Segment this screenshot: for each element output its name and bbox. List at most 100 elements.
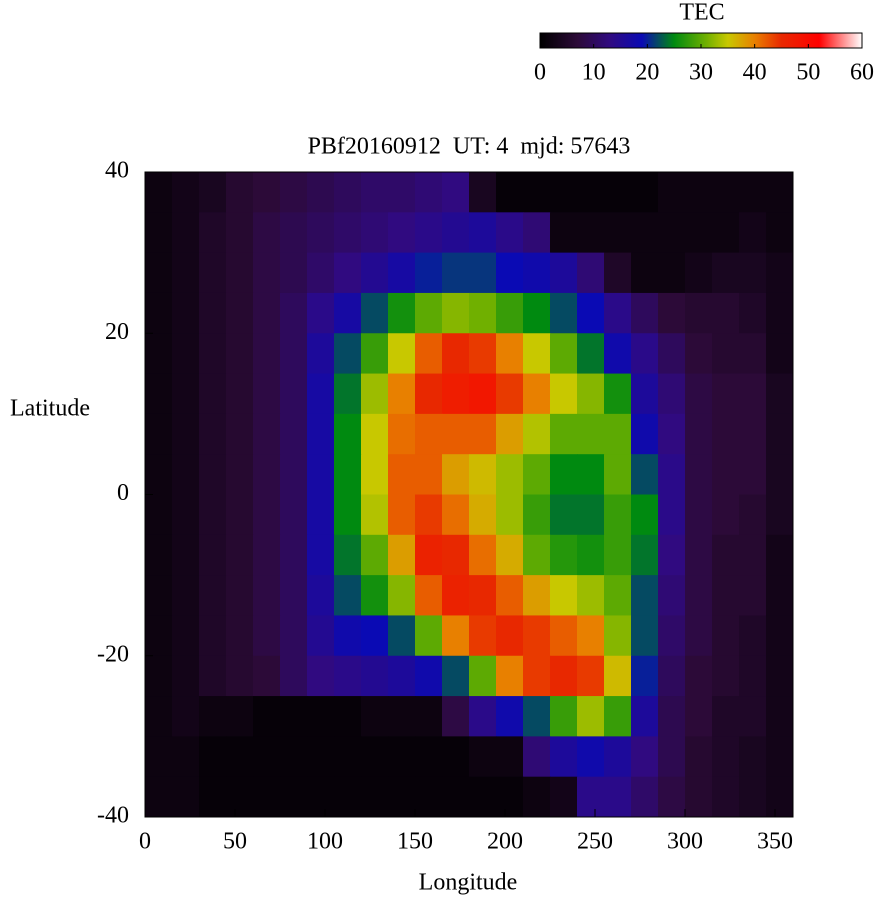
heatmap-cell bbox=[523, 212, 551, 254]
heatmap-cell bbox=[172, 333, 200, 375]
heatmap-cell bbox=[685, 575, 713, 616]
heatmap-cell bbox=[415, 212, 443, 254]
x-tick-label: 100 bbox=[307, 829, 343, 855]
heatmap-cell bbox=[685, 736, 713, 778]
heatmap-cell bbox=[307, 776, 335, 818]
colorbar-tick-label: 40 bbox=[743, 60, 767, 86]
heatmap-cell bbox=[442, 655, 470, 697]
heatmap-cell bbox=[280, 655, 308, 697]
heatmap-cell bbox=[712, 413, 740, 455]
heatmap-cell bbox=[442, 454, 470, 495]
heatmap-cell bbox=[577, 615, 605, 657]
heatmap-cell bbox=[685, 252, 713, 294]
heatmap-cell bbox=[145, 252, 173, 294]
heatmap-cell bbox=[550, 494, 578, 536]
heatmap-cell bbox=[496, 494, 524, 536]
heatmap-cell bbox=[172, 212, 200, 254]
y-tick-label: -40 bbox=[97, 803, 129, 829]
heatmap-cell bbox=[550, 696, 578, 737]
heatmap-cell bbox=[658, 413, 686, 455]
heatmap-cell bbox=[442, 615, 470, 657]
heatmap-cell bbox=[496, 696, 524, 737]
heatmap-cell bbox=[766, 252, 794, 294]
heatmap-cell bbox=[469, 696, 497, 737]
heatmap-cell bbox=[523, 172, 551, 213]
heatmap-cell bbox=[199, 292, 227, 334]
heatmap-cell bbox=[550, 454, 578, 495]
heatmap-cell bbox=[442, 736, 470, 778]
colorbar-tick-label: 30 bbox=[689, 60, 713, 86]
heatmap-cell bbox=[145, 333, 173, 375]
heatmap-cell bbox=[577, 494, 605, 536]
heatmap-cell bbox=[199, 615, 227, 657]
heatmap-cell bbox=[307, 575, 335, 616]
heatmap-cell bbox=[496, 333, 524, 375]
heatmap-cell bbox=[334, 172, 362, 213]
heatmap-cell bbox=[685, 212, 713, 254]
heatmap-cell bbox=[145, 575, 173, 616]
heatmap-cell bbox=[496, 575, 524, 616]
heatmap-cell bbox=[226, 333, 254, 375]
heatmap-cell bbox=[199, 575, 227, 616]
heatmap-cell bbox=[334, 292, 362, 334]
heatmap-cell bbox=[334, 494, 362, 536]
heatmap-cell bbox=[199, 333, 227, 375]
heatmap-cell bbox=[766, 736, 794, 778]
heatmap-cell bbox=[577, 413, 605, 455]
heatmap-cell bbox=[604, 534, 632, 576]
heatmap-cell bbox=[658, 575, 686, 616]
heatmap-cell bbox=[388, 655, 416, 697]
heatmap-cell bbox=[631, 172, 659, 213]
heatmap-cell bbox=[199, 776, 227, 818]
heatmap-cell bbox=[307, 534, 335, 576]
heatmap-cell bbox=[361, 655, 389, 697]
heatmap-cell bbox=[442, 575, 470, 616]
x-tick-label: 250 bbox=[577, 829, 613, 855]
heatmap-cell bbox=[604, 776, 632, 818]
heatmap-cell bbox=[226, 615, 254, 657]
heatmap-cell bbox=[388, 212, 416, 254]
heatmap-cell bbox=[361, 736, 389, 778]
heatmap-cell bbox=[415, 655, 443, 697]
heatmap-cell bbox=[253, 736, 281, 778]
heatmap-cell bbox=[631, 575, 659, 616]
heatmap-cell bbox=[766, 575, 794, 616]
heatmap-cell bbox=[523, 373, 551, 415]
heatmap-cell bbox=[145, 454, 173, 495]
heatmap-cell bbox=[226, 534, 254, 576]
x-tick-label: 50 bbox=[223, 829, 247, 855]
heatmap-cell bbox=[415, 736, 443, 778]
heatmap-cell bbox=[550, 212, 578, 254]
heatmap-cell bbox=[253, 373, 281, 415]
heatmap-cell bbox=[739, 534, 767, 576]
heatmap-cell bbox=[307, 292, 335, 334]
heatmap-cell bbox=[631, 615, 659, 657]
heatmap-cell bbox=[766, 413, 794, 455]
heatmap-cell bbox=[145, 373, 173, 415]
heatmap-cell bbox=[145, 655, 173, 697]
heatmap-cell bbox=[442, 494, 470, 536]
heatmap-cell bbox=[253, 534, 281, 576]
heatmap-cell bbox=[658, 615, 686, 657]
heatmap-cell bbox=[199, 413, 227, 455]
colorbar-tick-label: 50 bbox=[796, 60, 820, 86]
heatmap-cell bbox=[523, 252, 551, 294]
heatmap-cell bbox=[280, 413, 308, 455]
heatmap-cell bbox=[388, 454, 416, 495]
heatmap-cell bbox=[739, 575, 767, 616]
heatmap-cell bbox=[739, 776, 767, 818]
heatmap-cell bbox=[766, 212, 794, 254]
heatmap-cell bbox=[334, 212, 362, 254]
heatmap-cell bbox=[172, 252, 200, 294]
heatmap-cell bbox=[388, 413, 416, 455]
heatmap-cell bbox=[469, 252, 497, 294]
heatmap-cell bbox=[361, 534, 389, 576]
heatmap-cell bbox=[712, 615, 740, 657]
heatmap-cell bbox=[199, 172, 227, 213]
heatmap-cell bbox=[658, 776, 686, 818]
heatmap-cell bbox=[604, 292, 632, 334]
heatmap-cell bbox=[604, 373, 632, 415]
heatmap-cell bbox=[307, 212, 335, 254]
heatmap-cell bbox=[712, 696, 740, 737]
heatmap-cell bbox=[550, 736, 578, 778]
